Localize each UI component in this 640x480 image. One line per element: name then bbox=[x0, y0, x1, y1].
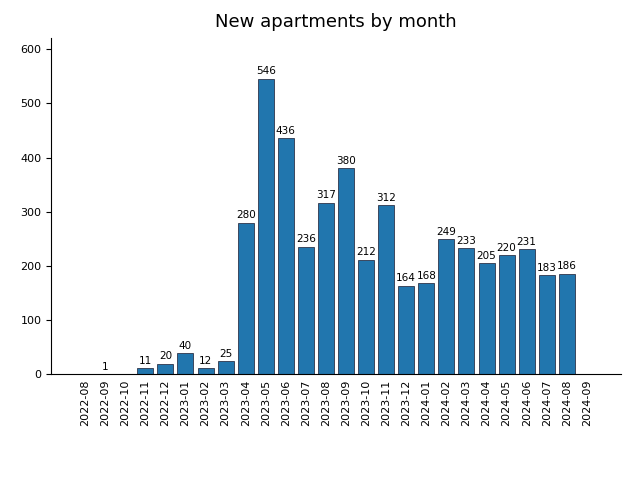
Bar bbox=[419, 283, 435, 374]
Bar bbox=[458, 248, 474, 374]
Bar bbox=[358, 260, 374, 374]
Bar bbox=[518, 249, 534, 374]
Text: 164: 164 bbox=[396, 273, 416, 283]
Bar bbox=[479, 264, 495, 374]
Bar bbox=[138, 369, 154, 374]
Bar bbox=[258, 79, 274, 374]
Text: 12: 12 bbox=[199, 356, 212, 366]
Text: 312: 312 bbox=[376, 193, 396, 203]
Bar bbox=[378, 205, 394, 374]
Text: 20: 20 bbox=[159, 351, 172, 361]
Text: 212: 212 bbox=[356, 247, 376, 257]
Text: 220: 220 bbox=[497, 243, 516, 253]
Bar bbox=[278, 138, 294, 374]
Text: 249: 249 bbox=[436, 228, 456, 237]
Bar bbox=[338, 168, 354, 374]
Text: 11: 11 bbox=[139, 356, 152, 366]
Text: 25: 25 bbox=[219, 348, 232, 359]
Bar bbox=[499, 255, 515, 374]
Text: 233: 233 bbox=[456, 236, 476, 246]
Bar bbox=[438, 240, 454, 374]
Bar bbox=[237, 223, 253, 374]
Title: New apartments by month: New apartments by month bbox=[215, 13, 457, 31]
Text: 186: 186 bbox=[557, 262, 577, 271]
Bar bbox=[398, 286, 414, 374]
Text: 317: 317 bbox=[316, 191, 336, 201]
Text: 546: 546 bbox=[256, 66, 276, 76]
Bar bbox=[198, 368, 214, 374]
Text: 231: 231 bbox=[516, 237, 536, 247]
Text: 183: 183 bbox=[537, 263, 557, 273]
Text: 436: 436 bbox=[276, 126, 296, 136]
Bar bbox=[539, 275, 555, 374]
Bar bbox=[559, 274, 575, 374]
Text: 205: 205 bbox=[477, 251, 497, 261]
Bar bbox=[218, 361, 234, 374]
Text: 280: 280 bbox=[236, 211, 255, 220]
Text: 380: 380 bbox=[336, 156, 356, 166]
Bar bbox=[177, 353, 193, 374]
Text: 40: 40 bbox=[179, 340, 192, 350]
Text: 1: 1 bbox=[102, 362, 109, 372]
Text: 168: 168 bbox=[417, 271, 436, 281]
Text: 236: 236 bbox=[296, 234, 316, 244]
Bar bbox=[157, 363, 173, 374]
Bar bbox=[298, 247, 314, 374]
Bar bbox=[318, 203, 334, 374]
